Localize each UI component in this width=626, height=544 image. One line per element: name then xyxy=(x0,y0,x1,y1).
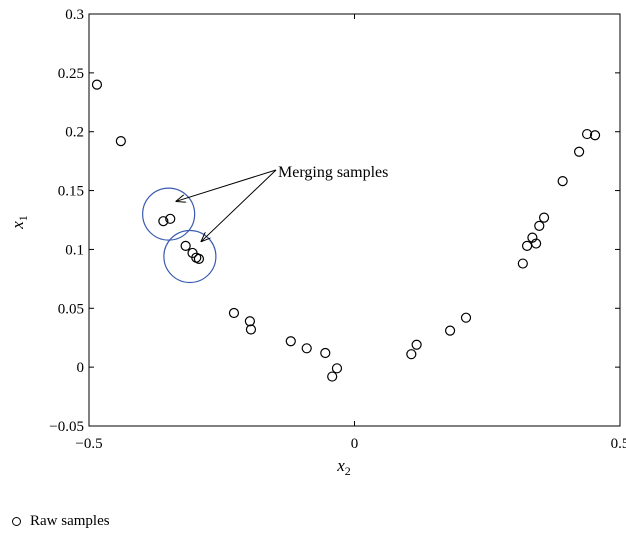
data-point xyxy=(574,146,585,157)
y-tick-label: 0.05 xyxy=(58,301,84,317)
y-tick-label: −0.05 xyxy=(49,419,84,435)
data-point xyxy=(320,347,331,359)
legend-marker-open-circle xyxy=(12,516,21,526)
data-point xyxy=(301,343,312,354)
data-point xyxy=(589,130,601,141)
x-tick-label: 0 xyxy=(351,436,359,452)
annotation-arrow xyxy=(202,169,277,241)
data-point xyxy=(244,316,255,327)
y-tick-label: 0.3 xyxy=(65,7,84,23)
data-point xyxy=(158,216,169,227)
data-point xyxy=(557,176,568,187)
data-point xyxy=(531,238,542,249)
data-point xyxy=(331,363,343,374)
y-tick-label: 0.1 xyxy=(65,242,84,258)
y-tick-label: 0 xyxy=(77,360,85,376)
data-point xyxy=(285,336,296,347)
y-tick-label: 0.25 xyxy=(58,66,84,82)
data-point xyxy=(406,349,417,360)
y-tick-label: 0.2 xyxy=(65,125,84,141)
data-point xyxy=(581,128,593,140)
data-point xyxy=(115,136,126,147)
highlight-circles xyxy=(142,187,217,284)
highlight-circle xyxy=(142,187,196,241)
data-points xyxy=(91,79,601,382)
data-point xyxy=(517,258,528,269)
y-axis: −0.05 0 0.05 0.1 0.15 0.2 0.25 0.3 xyxy=(49,7,620,435)
annotation: Merging samples xyxy=(177,164,388,241)
x-tick-label: 0.5 xyxy=(611,436,626,452)
x-tick-label: −0.5 xyxy=(75,436,102,452)
data-point xyxy=(327,371,338,382)
data-point xyxy=(165,213,176,224)
data-point xyxy=(534,220,545,231)
data-point xyxy=(245,324,257,335)
data-point xyxy=(180,240,191,251)
x-axis-label: x2 xyxy=(336,456,351,478)
legend: Raw samples xyxy=(12,511,110,531)
data-point xyxy=(411,339,422,350)
legend-label: Raw samples xyxy=(30,512,110,529)
data-point xyxy=(538,212,550,223)
x-axis: −0.5 0 0.5 xyxy=(75,14,626,452)
data-point xyxy=(228,307,240,319)
annotation-label: Merging samples xyxy=(278,164,388,181)
data-point xyxy=(527,232,538,243)
data-point xyxy=(521,240,533,251)
data-point xyxy=(193,253,205,264)
annotation-arrow xyxy=(177,169,277,201)
data-point xyxy=(460,312,472,323)
y-tick-label: 0.15 xyxy=(58,184,84,200)
y-axis-label: x1 xyxy=(8,215,30,230)
data-point xyxy=(91,79,103,90)
data-point xyxy=(444,325,456,336)
highlight-circle xyxy=(163,229,217,284)
